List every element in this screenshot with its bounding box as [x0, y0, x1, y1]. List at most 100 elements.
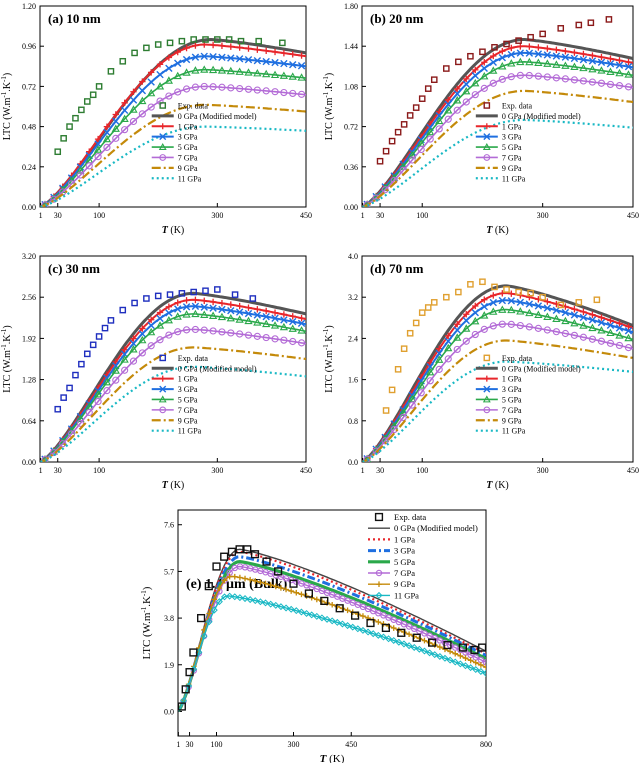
- series-marker: [147, 342, 155, 350]
- series-marker: [235, 55, 244, 63]
- series-marker: [227, 84, 235, 92]
- series-marker: [435, 125, 443, 133]
- series-marker: [93, 390, 103, 398]
- x-tick-label: 1: [361, 466, 365, 475]
- exp-data-point: [430, 76, 438, 83]
- series-marker: [319, 598, 325, 604]
- x-tick-label: 450: [300, 466, 312, 475]
- series-marker: [580, 308, 587, 316]
- series-marker: [553, 46, 560, 54]
- exp-data-point: [178, 702, 186, 711]
- series-marker: [227, 301, 235, 308]
- exp-data-point: [527, 289, 534, 297]
- series-marker: [426, 127, 435, 136]
- series-marker: [129, 117, 138, 126]
- series-marker: [173, 71, 182, 80]
- exp-data-point: [262, 557, 271, 566]
- series-marker: [401, 629, 407, 635]
- x-axis-label: T (K): [486, 480, 509, 491]
- series-marker: [174, 328, 182, 336]
- series-marker: [297, 339, 306, 347]
- series-marker: [615, 331, 624, 339]
- series-marker: [282, 604, 290, 612]
- series-marker: [480, 71, 489, 80]
- y-tick-label: 3.8: [164, 614, 174, 623]
- series-marker: [579, 321, 588, 329]
- series-marker: [507, 305, 516, 314]
- series-marker: [525, 57, 534, 66]
- series-marker: [543, 326, 551, 334]
- series-marker: [597, 58, 606, 67]
- y-axis-label: LTC (W.m-1.K-1): [322, 325, 335, 392]
- series-line-7-gpa: [178, 565, 486, 712]
- legend-label: Exp. data: [178, 101, 209, 110]
- series-marker: [442, 646, 448, 653]
- series-marker: [242, 575, 248, 582]
- series-marker: [451, 658, 459, 666]
- exp-data-point: [202, 36, 209, 43]
- exp-data-point: [412, 104, 420, 111]
- exp-data-point: [575, 299, 583, 306]
- series-marker: [85, 408, 93, 417]
- series-marker: [271, 314, 279, 322]
- series-marker: [313, 612, 321, 620]
- series-marker: [102, 377, 112, 386]
- series-line-3-gpa: [178, 555, 486, 712]
- series-marker: [253, 311, 262, 319]
- series-marker: [209, 83, 217, 91]
- series-marker: [472, 659, 479, 666]
- legend-marker: [159, 154, 167, 161]
- exp-data-point: [54, 405, 62, 413]
- exp-data-point: [250, 550, 260, 559]
- x-axis-label: T (K): [162, 480, 185, 491]
- series-marker: [155, 321, 165, 329]
- series-marker: [534, 310, 543, 318]
- series-marker: [625, 58, 632, 66]
- series-marker: [571, 305, 578, 313]
- series-marker: [192, 42, 199, 49]
- series-marker: [191, 66, 200, 74]
- series-marker: [262, 599, 270, 607]
- series-marker: [112, 117, 120, 125]
- series-marker: [534, 50, 543, 58]
- series-marker: [297, 90, 306, 98]
- series-marker: [489, 79, 497, 87]
- series-marker: [289, 60, 297, 69]
- series-marker: [292, 607, 300, 615]
- series-marker: [244, 85, 253, 93]
- exp-data-point: [400, 121, 408, 128]
- y-tick-label: 0.00: [344, 203, 358, 212]
- series-line-7-gpa: [362, 323, 633, 462]
- series-marker: [182, 68, 191, 76]
- exp-data-point: [557, 25, 565, 32]
- series-marker: [480, 325, 488, 333]
- series-marker: [525, 308, 534, 317]
- series-marker: [444, 343, 453, 352]
- series-marker: [421, 630, 428, 637]
- exp-data-point: [212, 562, 221, 571]
- series-marker: [344, 622, 352, 630]
- legend-label: 1 GPa: [502, 375, 522, 384]
- series-marker: [369, 607, 377, 615]
- series-marker: [235, 315, 244, 323]
- series-marker: [436, 637, 444, 644]
- legend-label: 9 GPa: [394, 579, 415, 589]
- legend-label: Exp. data: [502, 354, 533, 363]
- x-tick-label: 30: [186, 740, 194, 749]
- series-marker: [431, 634, 438, 642]
- exp-data-point: [227, 547, 237, 556]
- exp-data-point: [527, 33, 534, 41]
- series-line-11-gpa: [40, 125, 306, 207]
- legend-label: 11 GPa: [178, 427, 202, 436]
- y-tick-label: 1.80: [344, 2, 358, 11]
- legend-marker: [483, 133, 491, 141]
- series-marker: [471, 91, 479, 99]
- series-marker: [279, 322, 289, 331]
- series-marker: [462, 655, 469, 661]
- series-marker: [375, 619, 382, 625]
- series-marker: [103, 387, 111, 395]
- exp-data-point: [351, 611, 360, 620]
- legend-label: 0 GPa (Modified model): [178, 112, 257, 121]
- series-marker: [226, 66, 235, 75]
- series-marker: [489, 66, 498, 74]
